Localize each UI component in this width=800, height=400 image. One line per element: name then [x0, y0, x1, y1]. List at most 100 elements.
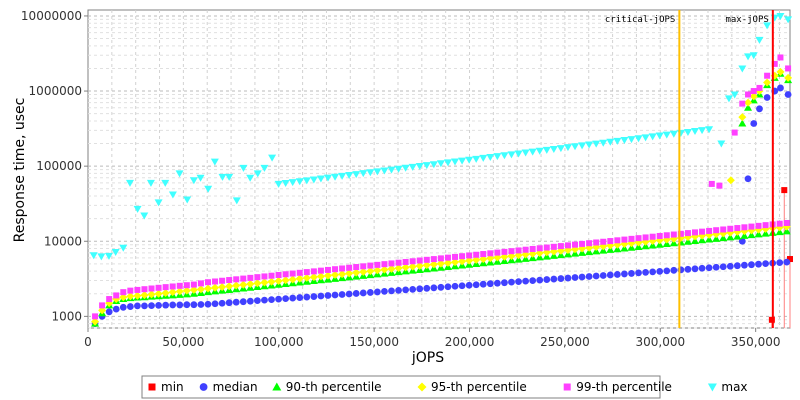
data-point: [141, 302, 148, 310]
data-point: [409, 285, 417, 293]
y-tick-label: 10000000: [21, 9, 82, 23]
plot-area: 0 50,000 100,000 150,000 200,000 250,000 300,0…: [21, 9, 793, 349]
data-point: [161, 288, 170, 297]
data-point: [741, 261, 748, 269]
data-point: [218, 173, 227, 181]
data-point: [232, 298, 240, 306]
data-point: [698, 127, 707, 135]
data-point: [606, 138, 615, 146]
data-point: [443, 159, 452, 167]
data-point: [339, 265, 346, 272]
data-point: [367, 262, 374, 269]
data-point: [422, 261, 431, 270]
data-point: [401, 263, 410, 272]
data-point: [218, 282, 227, 291]
data-point: [296, 294, 304, 301]
data-point: [162, 284, 169, 291]
data-point: [345, 269, 354, 278]
data-point: [112, 305, 120, 313]
data-point: [416, 257, 423, 264]
legend-item: 99-th percentile: [563, 380, 672, 394]
data-point: [352, 268, 361, 277]
data-point: [148, 302, 155, 310]
data-point: [253, 279, 262, 288]
data-point: [635, 235, 642, 242]
data-point: [656, 267, 664, 275]
data-point: [430, 256, 437, 263]
data-point: [536, 276, 544, 284]
data-point: [225, 299, 233, 307]
data-point: [219, 277, 226, 284]
data-point: [323, 174, 332, 182]
data-point: [628, 270, 635, 277]
data-point: [677, 230, 684, 237]
data-point: [649, 233, 656, 240]
data-point: [599, 139, 608, 147]
data-point: [691, 237, 700, 245]
data-point: [133, 205, 142, 213]
data-point: [161, 179, 170, 187]
data-point: [175, 170, 184, 178]
x-tick-label: 200,000: [445, 335, 495, 349]
data-point: [528, 148, 537, 156]
data-point: [641, 242, 650, 250]
data-point: [458, 282, 466, 290]
data-point: [670, 266, 678, 274]
data-point: [585, 273, 593, 280]
data-point: [777, 84, 784, 92]
data-point: [747, 231, 756, 239]
data-point: [239, 280, 248, 289]
data-point: [663, 232, 670, 239]
legend-label: min: [161, 380, 184, 394]
data-point: [557, 275, 565, 282]
data-point: [592, 140, 601, 148]
data-point: [670, 231, 677, 238]
data-point: [408, 262, 417, 271]
plot-frame: [87, 9, 791, 329]
data-point: [698, 236, 707, 244]
data-point: [289, 294, 297, 302]
legend-item: 95-th percentile: [417, 380, 527, 394]
data-point: [190, 301, 198, 309]
data-point: [749, 92, 758, 101]
data-point: [126, 303, 134, 310]
data-point: [771, 60, 778, 67]
data-point: [309, 273, 318, 282]
data-point: [726, 176, 735, 185]
data-point: [669, 239, 678, 247]
legend-item: max: [707, 380, 748, 394]
data-point: [437, 283, 445, 291]
data-point: [451, 258, 460, 267]
data-point: [642, 268, 649, 276]
data-point: [465, 156, 474, 164]
data-point: [225, 173, 234, 181]
data-point: [785, 65, 792, 72]
data-point: [155, 301, 162, 309]
data-point: [472, 155, 481, 163]
marker-label: critical-jOPS: [605, 15, 675, 25]
axes: 0 50,000 100,000 150,000 200,000 250,000 300,0…: [21, 9, 781, 349]
data-point: [211, 283, 220, 292]
data-point: [744, 175, 752, 183]
data-point: [232, 281, 241, 290]
data-point: [535, 147, 544, 155]
data-point: [727, 225, 734, 232]
x-tick-label: 100,000: [254, 335, 304, 349]
data-point: [740, 231, 749, 239]
legend-swatch: [148, 383, 156, 391]
data-point: [543, 276, 551, 283]
data-point: [705, 235, 714, 243]
data-point: [459, 253, 466, 260]
data-point: [508, 248, 515, 255]
data-point: [507, 151, 516, 159]
data-point: [394, 264, 403, 273]
data-point: [226, 277, 233, 284]
data-point: [225, 282, 234, 291]
data-point: [197, 280, 204, 287]
data-point: [776, 12, 785, 20]
data-point: [338, 172, 347, 180]
data-point: [578, 273, 586, 281]
data-point: [733, 232, 742, 240]
data-point: [309, 176, 318, 184]
data-point: [155, 284, 162, 291]
